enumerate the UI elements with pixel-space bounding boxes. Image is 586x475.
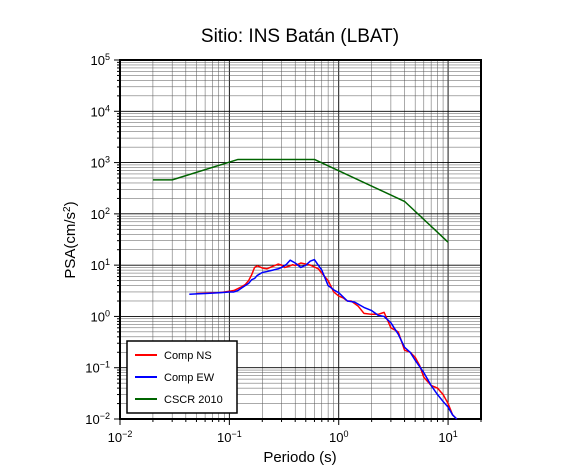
x-tick-label: 101	[438, 429, 457, 445]
y-axis-label-exponent: 2	[62, 206, 73, 212]
y-tick-label: 101	[91, 257, 110, 273]
x-tick-label: 10−1	[217, 429, 242, 445]
x-tick-label: 10−2	[108, 429, 133, 445]
y-tick-label: 100	[91, 308, 110, 324]
x-axis-label: Periodo (s)	[263, 449, 336, 466]
y-tick-label: 104	[91, 103, 110, 119]
chart-title: Sitio: INS Batán (LBAT)	[201, 26, 399, 47]
series-layer	[152, 158, 458, 420]
series-line-3	[152, 158, 449, 243]
plot-frame	[119, 59, 482, 420]
y-axis-label-end: )	[62, 201, 79, 206]
x-axis-tick-labels: 10−2 10−1 100 101	[108, 429, 458, 445]
legend-label: CSCR 2010	[164, 394, 223, 406]
y-tick-label: 105	[91, 52, 110, 68]
ticks-layer	[114, 59, 482, 425]
y-tick-label: 102	[91, 206, 110, 222]
y-axis-tick-labels: 10−2 10−1 100 101 102 103 104 105	[85, 52, 110, 427]
y-tick-label: 10−1	[85, 360, 110, 376]
x-tick-label: 100	[329, 429, 348, 445]
legend-label: Comp EW	[164, 372, 215, 384]
y-tick-label: 103	[91, 155, 110, 171]
legend-items: Comp NS Comp EW CSCR 2010	[135, 350, 223, 406]
y-tick-label: 10−2	[85, 411, 110, 427]
legend-label: Comp NS	[164, 350, 212, 362]
y-axis-label-base: PSA(cm/s	[62, 212, 79, 279]
series-line-2	[189, 258, 458, 420]
legend: Comp NS Comp EW CSCR 2010	[126, 340, 238, 414]
y-axis-label: PSA(cm/s2)	[62, 201, 80, 278]
